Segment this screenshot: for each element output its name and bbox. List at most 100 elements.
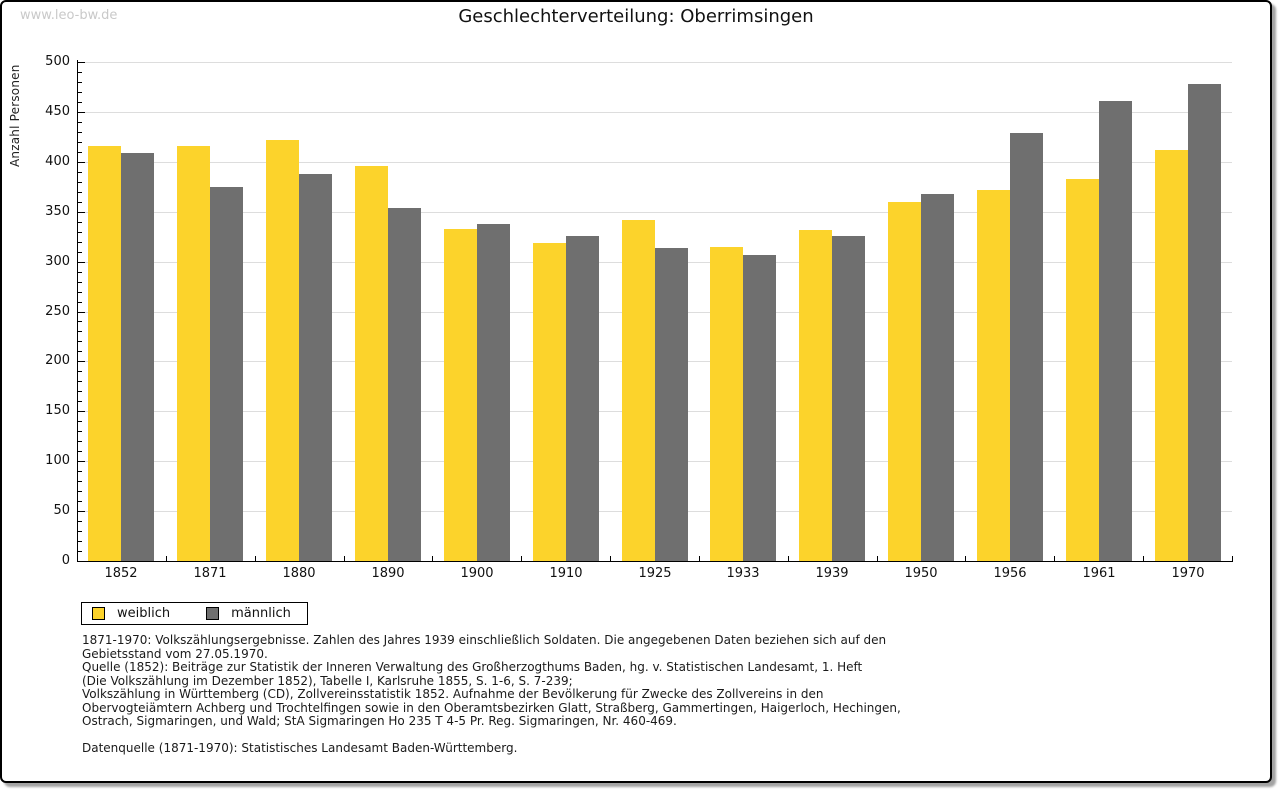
- footnote-spacer: [82, 729, 901, 743]
- chart-title: Geschlechterverteilung: Oberrimsingen: [458, 6, 814, 27]
- x-boundary-tick: [77, 556, 78, 561]
- legend-swatch-icon: [92, 607, 105, 620]
- y-minor-tick: [78, 401, 82, 402]
- bar-weiblich-1880: [266, 140, 299, 561]
- y-tick-label: 150: [45, 403, 70, 418]
- y-minor-tick: [78, 132, 82, 133]
- bar-weiblich-1950: [888, 202, 921, 561]
- bar-weiblich-1925: [622, 220, 655, 561]
- bar-maennlich-1880: [299, 174, 332, 561]
- y-minor-tick: [78, 122, 82, 123]
- y-gridline: [77, 62, 1232, 63]
- y-minor-tick: [78, 142, 82, 143]
- x-boundary-tick: [255, 556, 256, 561]
- y-minor-tick: [78, 541, 82, 542]
- y-tick-label: 350: [45, 204, 70, 219]
- x-tick-label: 1939: [815, 566, 849, 581]
- x-tick-label: 1925: [638, 566, 672, 581]
- bar-weiblich-1956: [977, 190, 1010, 561]
- x-tick-label: 1933: [726, 566, 760, 581]
- y-minor-tick: [78, 72, 82, 73]
- footnote-line: Quelle (1852): Beiträge zur Statistik de…: [82, 660, 863, 674]
- y-minor-tick: [78, 481, 82, 482]
- y-minor-tick: [78, 292, 82, 293]
- bar-weiblich-1939: [799, 230, 832, 561]
- y-minor-tick: [78, 272, 82, 273]
- y-tick-label: 250: [45, 304, 70, 319]
- y-minor-tick: [78, 521, 82, 522]
- x-boundary-tick: [699, 556, 700, 561]
- footnote-line: (Die Volkszählung im Dezember 1852), Tab…: [82, 673, 573, 688]
- y-minor-tick: [78, 451, 82, 452]
- y-tick-label: 200: [45, 353, 70, 368]
- legend-label: männlich: [231, 606, 291, 621]
- x-boundary-tick: [1232, 556, 1233, 561]
- y-tick-label: 50: [53, 503, 70, 518]
- x-tick-label: 1852: [104, 566, 138, 581]
- y-minor-tick: [78, 391, 82, 392]
- y-major-tick: [78, 312, 85, 313]
- x-tick-label: 1900: [460, 566, 494, 581]
- x-axis-line: [77, 561, 1233, 562]
- x-tick-label: 1871: [193, 566, 227, 581]
- y-minor-tick: [78, 192, 82, 193]
- y-major-tick: [78, 112, 85, 113]
- y-minor-tick: [78, 302, 82, 303]
- footnotes: 1871-1970: Volkszählungsergebnisse. Zahl…: [82, 633, 901, 756]
- y-minor-tick: [78, 232, 82, 233]
- y-minor-tick: [78, 282, 82, 283]
- bar-weiblich-1961: [1066, 179, 1099, 561]
- y-tick-label: 0: [61, 553, 70, 568]
- bar-maennlich-1950: [921, 194, 954, 561]
- y-minor-tick: [78, 421, 82, 422]
- y-minor-tick: [78, 371, 82, 372]
- x-boundary-tick: [877, 556, 878, 561]
- footnote-line: Ostrach, Sigmaringen, und Wald; StA Sigm…: [82, 714, 677, 728]
- y-major-tick: [78, 62, 85, 63]
- y-gridline: [77, 162, 1232, 163]
- x-boundary-tick: [1054, 556, 1055, 561]
- y-major-tick: [78, 411, 85, 412]
- y-tick-label: 400: [45, 154, 70, 169]
- bar-maennlich-1900: [477, 224, 510, 561]
- y-minor-tick: [78, 152, 82, 153]
- y-minor-tick: [78, 182, 82, 183]
- bar-maennlich-1871: [210, 187, 243, 561]
- y-minor-tick: [78, 242, 82, 243]
- x-boundary-tick: [1143, 556, 1144, 561]
- x-boundary-tick: [166, 556, 167, 561]
- y-major-tick: [78, 162, 85, 163]
- y-minor-tick: [78, 252, 82, 253]
- bar-maennlich-1933: [743, 255, 776, 561]
- y-minor-tick: [78, 222, 82, 223]
- y-gridline: [77, 212, 1232, 213]
- legend-label: weiblich: [117, 606, 171, 621]
- x-boundary-tick: [788, 556, 789, 561]
- y-minor-tick: [78, 351, 82, 352]
- y-tick-label: 100: [45, 453, 70, 468]
- y-minor-tick: [78, 331, 82, 332]
- y-minor-tick: [78, 551, 82, 552]
- y-gridline: [77, 112, 1232, 113]
- y-minor-tick: [78, 471, 82, 472]
- x-tick-label: 1970: [1171, 566, 1205, 581]
- y-minor-tick: [78, 102, 82, 103]
- x-tick-label: 1890: [371, 566, 405, 581]
- y-major-tick: [78, 511, 85, 512]
- y-tick-label: 450: [45, 104, 70, 119]
- y-major-tick: [78, 361, 85, 362]
- bar-maennlich-1910: [566, 236, 599, 561]
- watermark: www.leo-bw.de: [20, 8, 118, 23]
- bar-maennlich-1852: [121, 153, 154, 561]
- footnote-line: Obervogteiämtern Achberg und Trochtelfin…: [82, 700, 901, 715]
- y-major-tick: [78, 461, 85, 462]
- footnote-line: 1871-1970: Volkszählungsergebnisse. Zahl…: [82, 633, 887, 647]
- y-minor-tick: [78, 92, 82, 93]
- footnote-line: Volkszählung in Württemberg (CD), Zollve…: [82, 687, 824, 701]
- legend-item-weiblich: weiblich: [92, 606, 170, 621]
- x-boundary-tick: [965, 556, 966, 561]
- legend: weiblich männlich: [81, 602, 308, 625]
- bar-maennlich-1925: [655, 248, 688, 561]
- datasource-line: Datenquelle (1871-1970): Statistisches L…: [82, 741, 518, 755]
